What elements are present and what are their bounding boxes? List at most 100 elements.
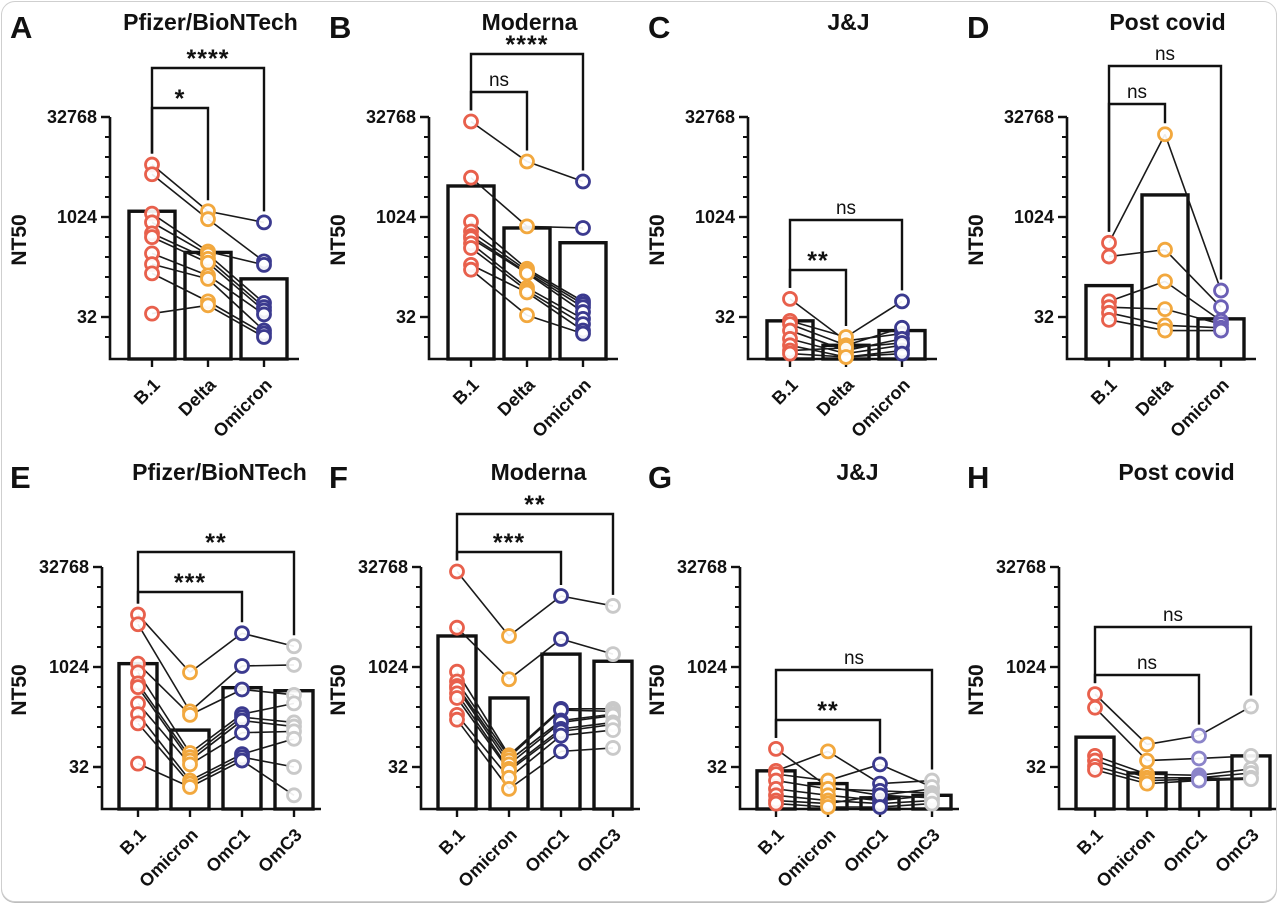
subject-line [560,713,614,722]
subject-line [137,713,191,782]
data-point-Delta [200,297,216,314]
data-point-OmC1 [234,724,250,741]
panel-letter: D [967,10,989,45]
subject-line [241,719,295,728]
subject-line [1198,777,1252,780]
x-tick-label-OmC3: OmC3 [892,825,944,877]
subject-line [526,289,584,325]
sig-bracket [788,218,904,291]
subject-line [1198,778,1252,782]
x-tick-label-OmC1: OmC1 [1159,825,1211,877]
sig-bracket [455,550,563,585]
data-point-Omicron [182,779,198,795]
y-tick-label: 32 [69,757,89,777]
data-point-OmC1 [553,743,569,760]
subject-line [1146,778,1200,782]
subject-line [456,671,510,756]
subject-line [1164,280,1222,322]
subject-line [189,688,243,716]
data-point-OmC1 [1191,772,1207,789]
subject-line [508,638,562,680]
sig-label: ns [489,70,509,91]
data-point-B.1 [449,711,465,728]
data-point-OmC1 [1191,727,1207,744]
data-point-B.1 [130,616,146,633]
subject-line [470,269,528,316]
subject-line [508,728,562,770]
subject-line [879,794,933,799]
subject-line [827,794,881,805]
data-point-Omicron [1139,736,1155,753]
y-axis-label: NT50 [327,664,350,715]
x-tick-label-Delta: Delta [175,374,221,420]
subject-line [1108,248,1166,258]
panel-title: J&J [836,459,878,485]
data-point-Delta [838,349,854,365]
data-point-OmC1 [872,756,888,773]
subject-line [827,786,881,797]
y-tick-label: 32 [77,307,97,327]
subject-line [526,272,584,313]
sig-label: **** [506,31,549,59]
data-point-OmC3 [286,759,302,775]
x-tick-label-B.1: B.1 [449,375,483,409]
sig-bracket [1093,625,1253,696]
y-axis-label: NT50 [965,214,988,265]
y-tick-label: 32768 [366,107,416,127]
subject-line [845,342,903,349]
subject-line [470,230,528,272]
subject-line [789,352,847,358]
subject-line [470,247,528,292]
subject-line [827,763,881,782]
subject-line [560,709,614,713]
sig-label: ns [1137,653,1157,674]
subject-line [775,750,829,772]
data-point-Delta [519,307,535,324]
data-point-Omicron [1213,322,1229,339]
subject-line [151,304,209,315]
subject-line [526,225,584,229]
x-tick-label-Omicron: Omicron [528,375,594,441]
data-point-OmC3 [286,787,302,804]
subject-line [879,802,933,808]
x-tick-label-OmC3: OmC3 [254,825,306,877]
subject-line [470,264,528,294]
data-point-Omicron [501,671,517,688]
data-point-OmC1 [553,631,569,647]
data-point-OmC3 [286,695,302,712]
data-point-OmC3 [605,598,621,614]
subject-line [1198,772,1252,779]
subject-line [241,756,295,768]
sig-label: **** [187,45,230,73]
data-point-Delta [1157,301,1173,318]
data-point-OmC1 [553,588,569,604]
y-axis-label: NT50 [646,214,669,265]
subject-line [151,263,209,280]
data-point-Delta [519,284,535,301]
subject-line [789,347,847,352]
data-point-Omicron [256,214,272,231]
data-point-Omicron [182,706,198,723]
subject-line [241,688,295,696]
subject-line [845,344,903,355]
subject-line [845,327,903,347]
subject-line [189,713,243,754]
subject-line [137,682,191,758]
subject-line [1094,755,1148,775]
panel-title: J&J [827,9,869,35]
panel-letter: G [648,460,672,495]
subject-line [189,756,243,785]
data-point-OmC1 [553,727,569,744]
subject-line [508,730,562,772]
subject-line [1146,779,1200,785]
subject-line [137,614,191,673]
subject-line [456,714,510,779]
sig-label: ** [817,697,838,725]
subject-line [1094,707,1148,762]
x-tick-label-Omicron: Omicron [1166,375,1232,441]
subject-line [789,338,847,355]
data-point-OmC1 [872,799,888,815]
x-tick-label-Delta: Delta [1132,374,1178,420]
